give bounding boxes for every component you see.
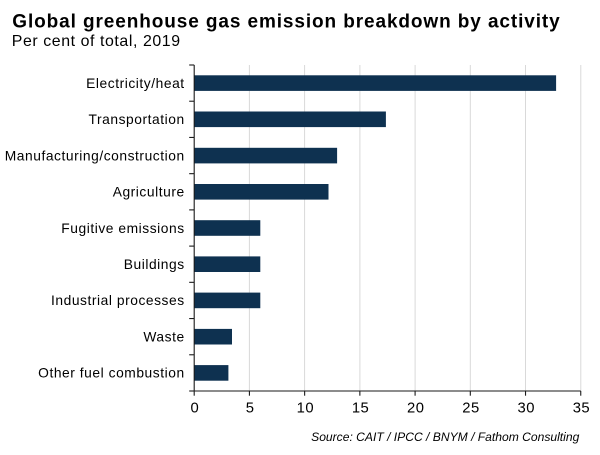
svg-text:Buildings: Buildings bbox=[124, 257, 185, 272]
svg-text:Agriculture: Agriculture bbox=[113, 185, 185, 200]
svg-text:15: 15 bbox=[352, 401, 369, 417]
svg-text:Per cent of total, 2019: Per cent of total, 2019 bbox=[12, 33, 181, 50]
svg-text:Manufacturing/construction: Manufacturing/construction bbox=[5, 148, 185, 163]
svg-text:35: 35 bbox=[573, 401, 590, 417]
svg-text:0: 0 bbox=[191, 401, 200, 417]
svg-text:Electricity/heat: Electricity/heat bbox=[86, 76, 185, 91]
svg-text:Global greenhouse gas emission: Global greenhouse gas emission breakdown… bbox=[12, 11, 560, 32]
svg-text:Waste: Waste bbox=[143, 330, 184, 345]
svg-text:10: 10 bbox=[297, 401, 314, 417]
svg-text:Industrial processes: Industrial processes bbox=[51, 293, 185, 308]
svg-text:20: 20 bbox=[407, 401, 424, 417]
svg-text:Transportation: Transportation bbox=[89, 112, 185, 127]
svg-text:Source: CAIT / IPCC / BNYM / F: Source: CAIT / IPCC / BNYM / Fathom Cons… bbox=[311, 430, 579, 444]
svg-text:Fugitive emissions: Fugitive emissions bbox=[61, 221, 184, 236]
svg-text:5: 5 bbox=[246, 401, 255, 417]
svg-text:Other fuel combustion: Other fuel combustion bbox=[38, 366, 185, 381]
svg-text:30: 30 bbox=[517, 401, 534, 417]
svg-text:25: 25 bbox=[462, 401, 479, 417]
